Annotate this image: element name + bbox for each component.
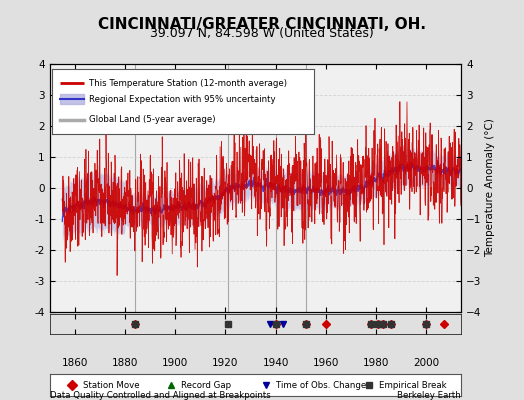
Text: CINCINNATI/GREATER CINCINNATI, OH.: CINCINNATI/GREATER CINCINNATI, OH. bbox=[98, 17, 426, 32]
Text: Data Quality Controlled and Aligned at Breakpoints: Data Quality Controlled and Aligned at B… bbox=[50, 391, 270, 400]
Text: Station Move: Station Move bbox=[83, 380, 139, 390]
Text: 39.097 N, 84.598 W (United States): 39.097 N, 84.598 W (United States) bbox=[150, 27, 374, 40]
Text: Time of Obs. Change: Time of Obs. Change bbox=[276, 380, 366, 390]
Text: Empirical Break: Empirical Break bbox=[379, 380, 446, 390]
Text: Global Land (5-year average): Global Land (5-year average) bbox=[89, 115, 215, 124]
Text: This Temperature Station (12-month average): This Temperature Station (12-month avera… bbox=[89, 79, 287, 88]
Text: Berkeley Earth: Berkeley Earth bbox=[397, 391, 461, 400]
Text: Regional Expectation with 95% uncertainty: Regional Expectation with 95% uncertaint… bbox=[89, 94, 276, 104]
Text: Record Gap: Record Gap bbox=[181, 380, 232, 390]
Y-axis label: Temperature Anomaly (°C): Temperature Anomaly (°C) bbox=[486, 118, 496, 258]
